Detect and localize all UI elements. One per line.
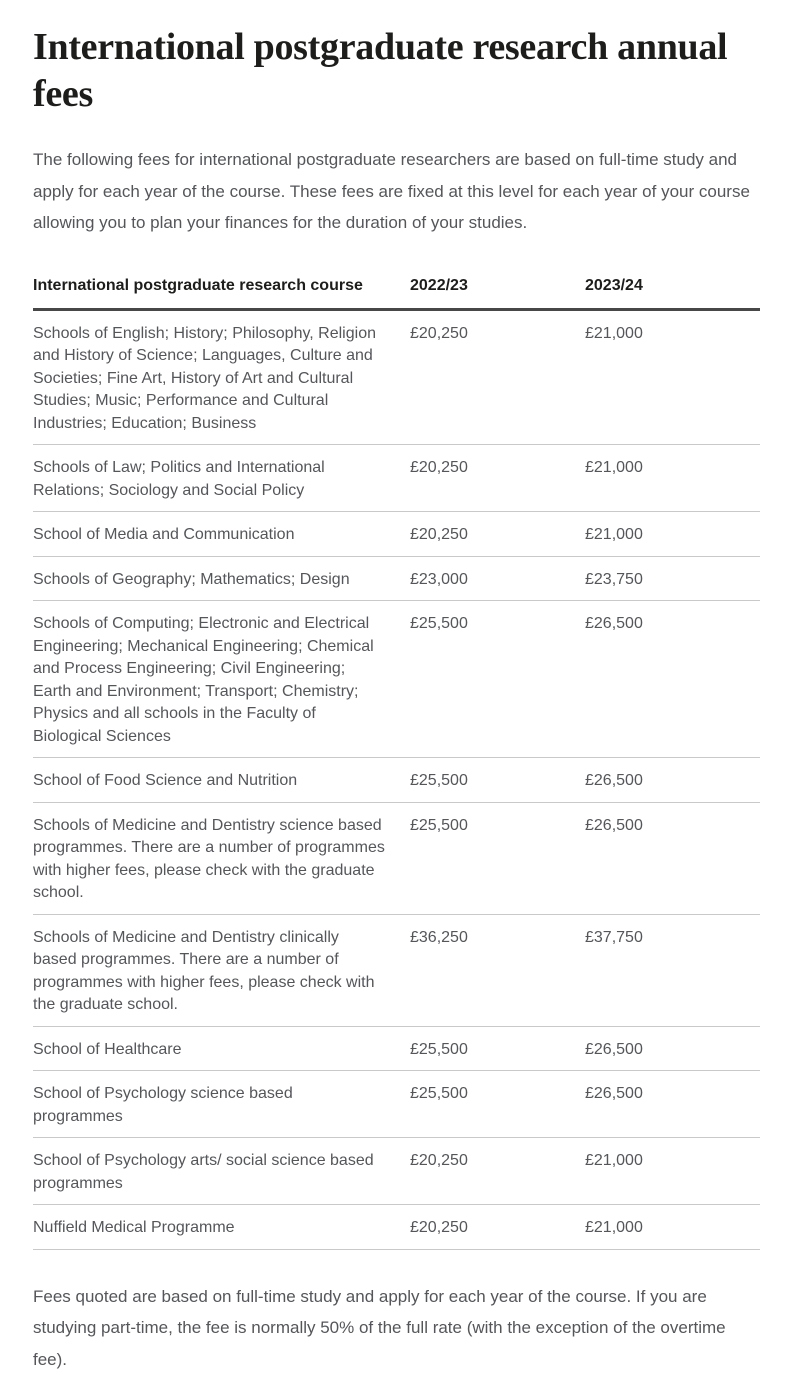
course-cell: Nuffield Medical Programme <box>33 1205 410 1250</box>
table-row: School of Healthcare £25,500 £26,500 <box>33 1026 760 1071</box>
column-header-2022-23: 2022/23 <box>410 277 585 310</box>
fees-table-body: Schools of English; History; Philosophy,… <box>33 309 760 1249</box>
table-row: Schools of Medicine and Dentistry scienc… <box>33 802 760 914</box>
fees-table: International postgraduate research cour… <box>33 277 760 1250</box>
column-header-2023-24: 2023/24 <box>585 277 760 310</box>
fee-2022-23-cell: £25,500 <box>410 802 585 914</box>
course-cell: Schools of Medicine and Dentistry scienc… <box>33 802 410 914</box>
table-row: School of Psychology science based progr… <box>33 1071 760 1138</box>
table-row: School of Media and Communication £20,25… <box>33 512 760 557</box>
fee-2023-24-cell: £26,500 <box>585 802 760 914</box>
fee-2022-23-cell: £25,500 <box>410 601 585 758</box>
fee-2023-24-cell: £26,500 <box>585 1026 760 1071</box>
page-title: International postgraduate research annu… <box>33 24 760 118</box>
fee-2022-23-cell: £36,250 <box>410 914 585 1026</box>
course-cell: School of Media and Communication <box>33 512 410 557</box>
course-cell: Schools of Medicine and Dentistry clinic… <box>33 914 410 1026</box>
fee-2023-24-cell: £26,500 <box>585 1071 760 1138</box>
fee-2023-24-cell: £26,500 <box>585 758 760 803</box>
fee-2022-23-cell: £20,250 <box>410 309 585 445</box>
fee-2022-23-cell: £20,250 <box>410 1205 585 1250</box>
fee-2023-24-cell: £21,000 <box>585 1205 760 1250</box>
fee-2022-23-cell: £25,500 <box>410 758 585 803</box>
table-row: Schools of Medicine and Dentistry clinic… <box>33 914 760 1026</box>
fee-2023-24-cell: £21,000 <box>585 1138 760 1205</box>
fee-2023-24-cell: £21,000 <box>585 445 760 512</box>
fee-2022-23-cell: £25,500 <box>410 1026 585 1071</box>
course-cell: School of Healthcare <box>33 1026 410 1071</box>
fee-2023-24-cell: £21,000 <box>585 309 760 445</box>
course-cell: Schools of Law; Politics and Internation… <box>33 445 410 512</box>
table-row: Schools of Computing; Electronic and Ele… <box>33 601 760 758</box>
column-header-course: International postgraduate research cour… <box>33 277 410 310</box>
fee-2022-23-cell: £20,250 <box>410 1138 585 1205</box>
footnote-paragraph: Fees quoted are based on full-time study… <box>33 1281 760 1375</box>
fee-2023-24-cell: £37,750 <box>585 914 760 1026</box>
course-cell: School of Psychology science based progr… <box>33 1071 410 1138</box>
table-row: Nuffield Medical Programme £20,250 £21,0… <box>33 1205 760 1250</box>
table-row: Schools of English; History; Philosophy,… <box>33 309 760 445</box>
table-row: School of Food Science and Nutrition £25… <box>33 758 760 803</box>
table-row: School of Psychology arts/ social scienc… <box>33 1138 760 1205</box>
course-cell: School of Food Science and Nutrition <box>33 758 410 803</box>
fee-2023-24-cell: £23,750 <box>585 556 760 601</box>
table-row: Schools of Geography; Mathematics; Desig… <box>33 556 760 601</box>
course-cell: Schools of English; History; Philosophy,… <box>33 309 410 445</box>
fee-2022-23-cell: £20,250 <box>410 445 585 512</box>
fee-2022-23-cell: £20,250 <box>410 512 585 557</box>
intro-paragraph: The following fees for international pos… <box>33 144 760 239</box>
table-row: Schools of Law; Politics and Internation… <box>33 445 760 512</box>
course-cell: Schools of Geography; Mathematics; Desig… <box>33 556 410 601</box>
fee-2023-24-cell: £21,000 <box>585 512 760 557</box>
fee-2022-23-cell: £23,000 <box>410 556 585 601</box>
course-cell: School of Psychology arts/ social scienc… <box>33 1138 410 1205</box>
fee-2022-23-cell: £25,500 <box>410 1071 585 1138</box>
header-row: International postgraduate research cour… <box>33 277 760 310</box>
course-cell: Schools of Computing; Electronic and Ele… <box>33 601 410 758</box>
fee-2023-24-cell: £26,500 <box>585 601 760 758</box>
fees-table-header: International postgraduate research cour… <box>33 277 760 310</box>
